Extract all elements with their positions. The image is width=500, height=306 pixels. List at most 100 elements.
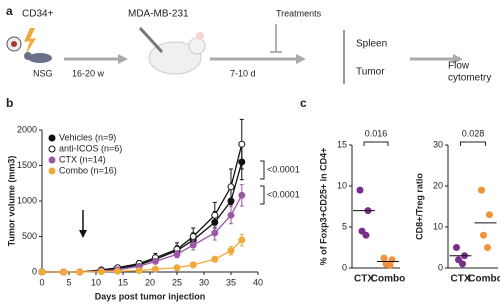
treatment-arrow-head [79, 230, 87, 238]
x-tick-label: 10 [91, 277, 101, 287]
x-axis-label: Days post tumor injection [95, 291, 206, 301]
readout-label: cytometry [448, 73, 491, 84]
legend-label: anti-ICOS (n=6) [59, 143, 122, 153]
y-axis-label: CD8+/Treg ratio [414, 173, 424, 240]
arrow-head [453, 54, 463, 64]
point [38, 268, 46, 276]
y-tick-label: 2000 [17, 124, 37, 134]
tissue-label: Spleen [356, 39, 387, 50]
y-tick-label: 5 [342, 221, 347, 231]
readout-label: Flow [448, 61, 470, 72]
point [238, 191, 246, 199]
annotation: <0.0001 [267, 164, 300, 174]
host-label: NSG [33, 68, 53, 78]
point [189, 241, 197, 249]
point [484, 244, 491, 251]
tissue-label: Tumor [356, 67, 385, 78]
panel-label: a [6, 4, 13, 18]
treatments-label: Treatments [276, 8, 322, 18]
point [135, 267, 143, 275]
x-tick-label: Combo [371, 274, 405, 285]
point [151, 265, 159, 273]
legend-marker [48, 167, 56, 175]
y-tick-label: 500 [22, 231, 37, 241]
point [478, 186, 485, 194]
arrow-head [296, 54, 306, 64]
y-tick-label: 10 [337, 180, 347, 190]
legend-marker [48, 134, 56, 142]
x-tick-label: 0 [39, 277, 44, 287]
point [459, 260, 466, 268]
point [211, 211, 219, 219]
sig-bracket [460, 141, 486, 146]
point [238, 140, 246, 148]
panel-label: c [300, 96, 307, 110]
y-tick-label: 1000 [17, 195, 37, 205]
x-tick-label: CTX [451, 274, 471, 285]
x-tick-label: 15 [118, 277, 128, 287]
y-axis-label: Tumor volume (mm3) [6, 156, 16, 247]
bracket [260, 160, 265, 180]
arrow-head [118, 54, 128, 64]
x-tick-label: 35 [226, 277, 236, 287]
x-tick-label: 40 [253, 277, 263, 287]
donor-icon [6, 28, 36, 56]
wait-label: 7-10 d [230, 68, 256, 78]
y-tick-label: 10 [433, 221, 443, 231]
wait-label: 16-20 w [72, 68, 105, 78]
point [173, 264, 181, 272]
point [211, 255, 219, 263]
y-tick-label: 0 [438, 262, 443, 272]
point [480, 231, 487, 239]
nsg-mouse [24, 52, 52, 63]
y-tick-label: 15 [337, 139, 347, 149]
point [380, 254, 388, 262]
cells-label: CD34+ [22, 9, 54, 20]
point [386, 262, 394, 270]
y-tick-label: 30 [433, 139, 443, 149]
point [227, 183, 235, 191]
legend-marker [48, 156, 56, 164]
legend-marker [48, 145, 56, 153]
x-tick-label: 20 [145, 277, 155, 287]
legend-label: Combo (n=16) [59, 165, 117, 175]
point [362, 231, 370, 239]
point [356, 186, 364, 194]
point [76, 268, 84, 276]
legend-label: Vehicles (n=9) [59, 132, 116, 142]
sig-bracket [363, 141, 389, 146]
point [453, 244, 460, 251]
point [238, 236, 246, 244]
point [60, 268, 68, 276]
y-tick-label: 0 [32, 266, 37, 276]
x-tick-label: CTX [354, 274, 374, 285]
x-tick-label: 30 [199, 277, 209, 287]
x-tick-label: Combo [468, 274, 500, 285]
y-tick-label: 1500 [17, 160, 37, 170]
y-tick-label: 20 [433, 180, 443, 190]
point [227, 247, 235, 255]
tumor-line-label: MDA-MB-231 [128, 9, 189, 20]
point [211, 229, 219, 237]
point [189, 261, 197, 269]
point [151, 257, 159, 265]
point [189, 233, 197, 240]
x-tick-label: 25 [172, 277, 182, 287]
x-tick-label: 5 [66, 277, 71, 287]
y-axis-label: % of Foxp3+CD25+ in CD4+ [318, 148, 328, 266]
sig-label: 0.016 [365, 128, 388, 138]
point [114, 267, 122, 275]
point [486, 211, 493, 219]
bracket [260, 185, 265, 205]
y-tick-label: 0 [342, 262, 347, 272]
point [173, 250, 181, 258]
point [97, 268, 105, 276]
annotation: <0.0001 [267, 189, 300, 199]
point [227, 211, 235, 219]
sig-label: 0.028 [462, 128, 485, 138]
legend-label: CTX (n=14) [59, 154, 106, 164]
panel-label: b [6, 96, 13, 110]
tumor-mouse [138, 26, 206, 75]
